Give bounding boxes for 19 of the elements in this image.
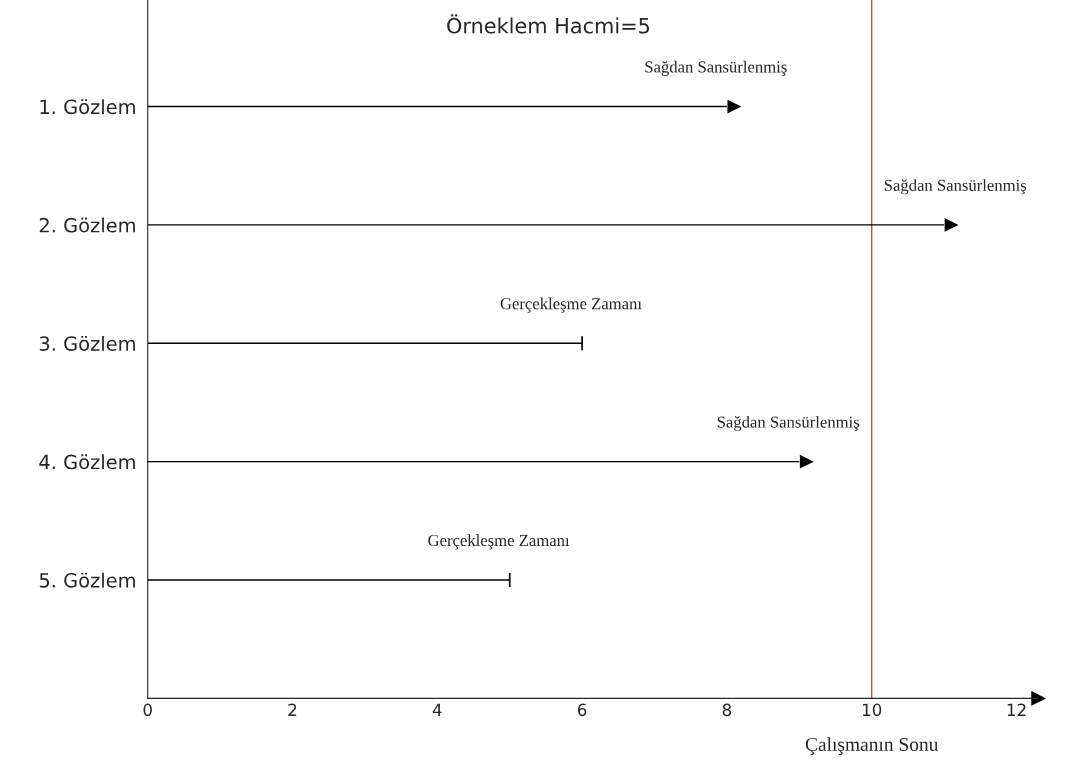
annotation: Gerçekleşme Zamanı bbox=[500, 297, 642, 313]
y-tick-label: 1. Gözlem bbox=[40, 99, 135, 115]
y-tick-label: 3. Gözlem bbox=[39, 335, 135, 351]
x-tick-label: 6 bbox=[577, 703, 587, 717]
x-tick-label: 12 bbox=[1007, 703, 1026, 716]
x-tick-label: 2 bbox=[288, 703, 297, 716]
y-tick-label: 2. Gözlem bbox=[39, 217, 135, 233]
x-tick-label: 0 bbox=[143, 703, 152, 717]
x-tick-label: 10 bbox=[862, 703, 882, 717]
annotation: Sağdan Sansürlenmiş bbox=[645, 60, 787, 76]
x-tick-label: 8 bbox=[722, 703, 732, 717]
x-tick-label: 4 bbox=[432, 703, 442, 716]
annotation: Sağdan Sansürlenmiş bbox=[717, 415, 860, 432]
text: Örneklem Hacmi=5 bbox=[447, 14, 650, 34]
y-tick-label: 5. Gözlem bbox=[39, 572, 135, 588]
annotation: Gerçekleşme Zamanı bbox=[428, 534, 570, 550]
y-tick-label: 4. Gözlem bbox=[39, 454, 135, 470]
ref-line-label: Çalışmanın Sonu bbox=[805, 737, 939, 755]
annotation: Sağdan Sansürlenmiş bbox=[884, 179, 1027, 195]
